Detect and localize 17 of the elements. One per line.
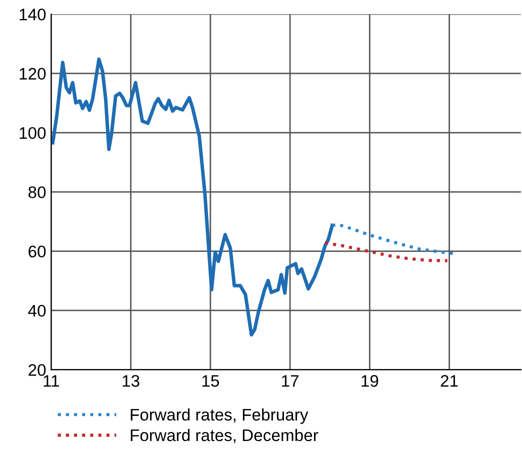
legend-label: Forward rates, February <box>130 408 308 424</box>
x-tick-label: 15 <box>202 375 219 387</box>
x-tick-label: 19 <box>362 375 378 387</box>
y-tick-label: 120 <box>20 68 46 80</box>
y-tick-label: 140 <box>20 8 46 20</box>
legend-label: Forward rates, December <box>130 428 318 444</box>
line-series <box>51 58 334 336</box>
y-tick-label: 60 <box>28 246 46 258</box>
y-tick-label: 20 <box>28 364 46 376</box>
x-tick-label: 21 <box>440 375 458 387</box>
line-series <box>324 241 449 262</box>
x-tick-label: 13 <box>122 375 140 387</box>
x-tick-label: 17 <box>282 375 298 387</box>
y-tick-label: 100 <box>20 127 46 139</box>
y-tick-label: 40 <box>28 304 46 317</box>
x-tick-label: 11 <box>44 375 59 387</box>
y-tick-label: 80 <box>28 186 46 198</box>
